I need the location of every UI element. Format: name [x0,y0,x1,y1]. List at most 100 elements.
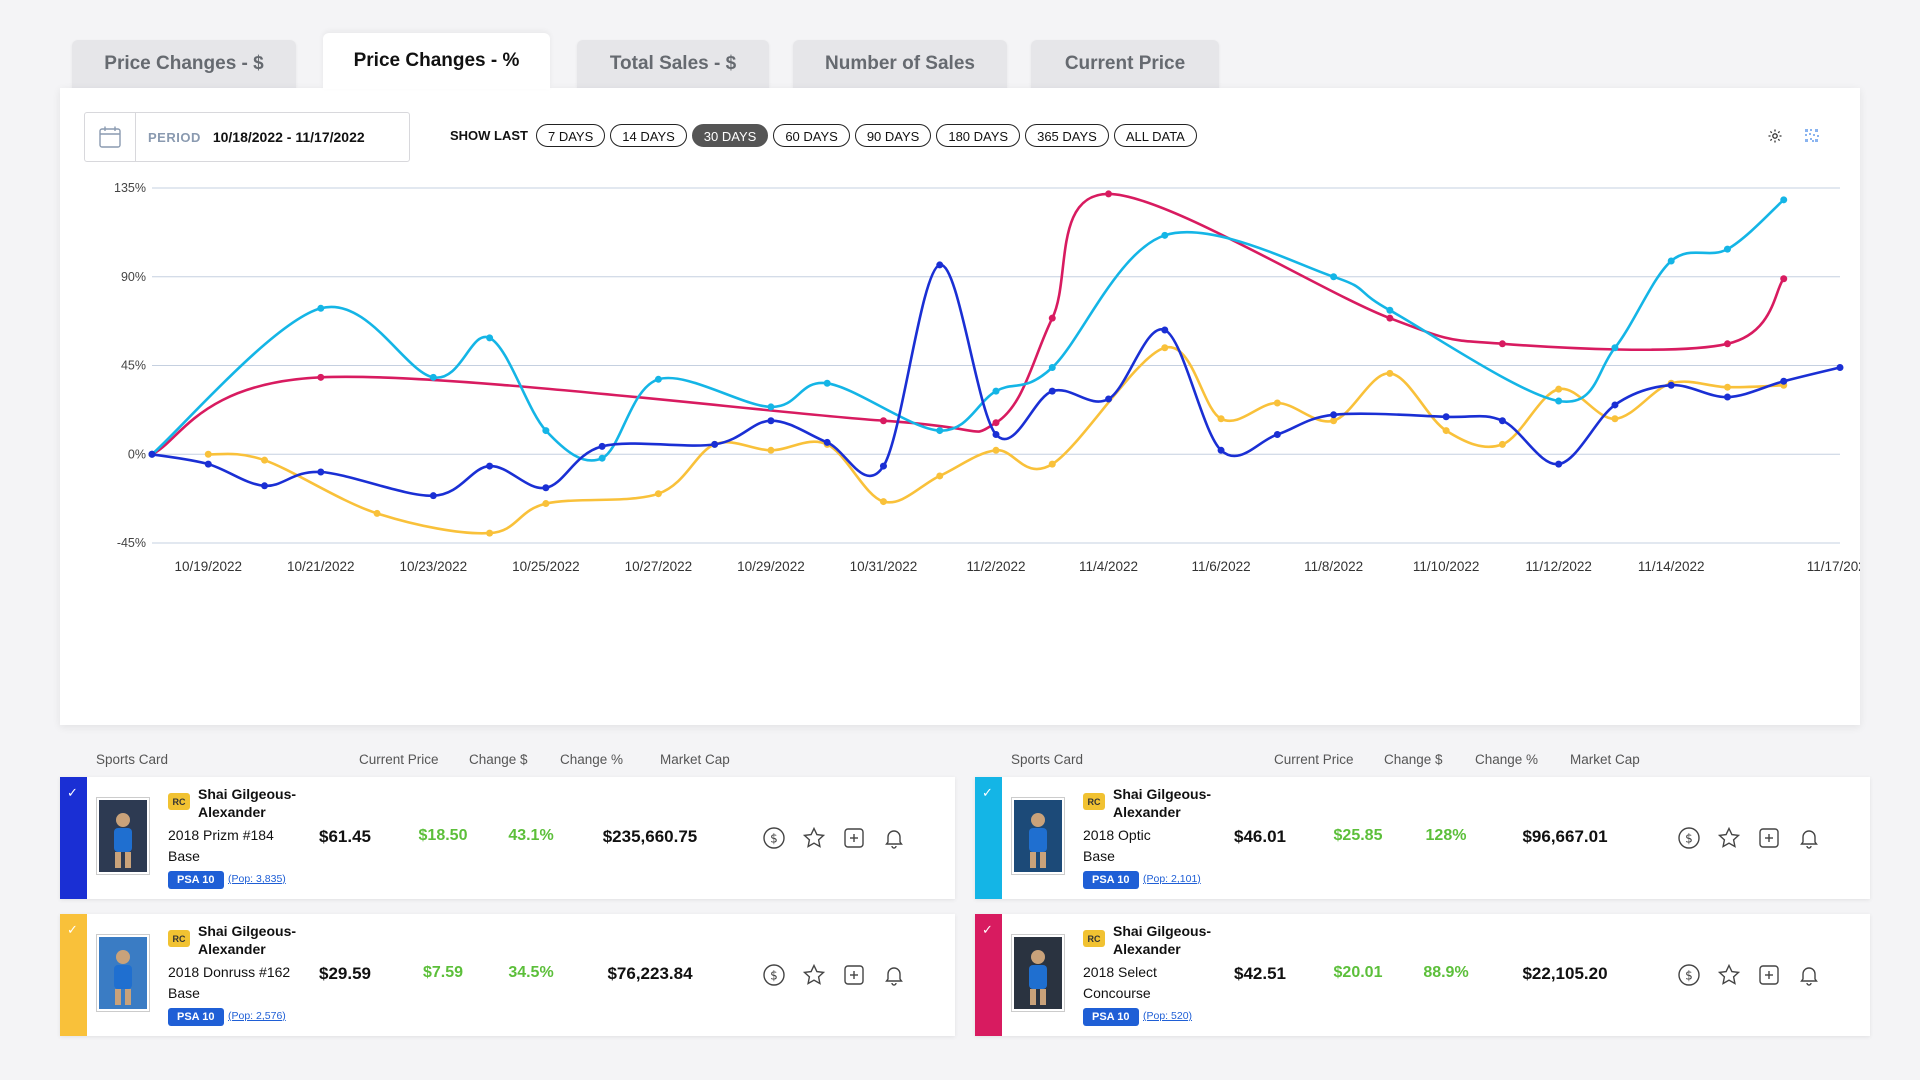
data-point[interactable] [1667,381,1675,389]
data-point[interactable] [204,460,212,468]
data-point[interactable] [1048,460,1056,468]
star-icon[interactable] [1717,963,1741,987]
dollar-circle-icon[interactable]: $ [1677,826,1701,850]
add-square-icon[interactable] [842,826,866,850]
star-icon[interactable] [1717,826,1741,850]
player-name[interactable]: Shai Gilgeous-Alexander [1113,786,1212,820]
star-icon[interactable] [802,963,826,987]
data-point[interactable] [1273,431,1281,439]
data-point[interactable] [1386,314,1394,322]
data-point[interactable] [1780,275,1788,283]
data-point[interactable] [992,431,1000,439]
data-point[interactable] [1611,415,1619,423]
data-point[interactable] [1611,344,1619,352]
card-row[interactable]: ✓ RC Shai Gilgeous-Alexander 2018 Donruss #… [60,914,955,1036]
card-row[interactable]: ✓ RC Shai Gilgeous-Alexander 2018 Prizm #18… [60,777,955,899]
range-button[interactable]: 30 DAYS [691,124,769,147]
data-point[interactable] [1161,231,1169,239]
data-point[interactable] [429,373,437,381]
data-point[interactable] [767,403,775,411]
data-point[interactable] [1667,257,1675,265]
tab-price-changes-percent[interactable]: Price Changes - % [323,33,550,89]
data-point[interactable] [486,334,494,342]
add-square-icon[interactable] [1757,963,1781,987]
data-point[interactable] [1611,401,1619,409]
data-point[interactable] [1555,385,1563,393]
data-point[interactable] [317,468,325,476]
period-picker[interactable]: PERIOD 10/18/2022 - 11/17/2022 [84,112,410,162]
data-point[interactable] [317,373,325,381]
data-point[interactable] [148,450,156,458]
card-thumbnail[interactable] [96,934,150,1012]
add-square-icon[interactable] [842,963,866,987]
series-color-stripe[interactable]: ✓ [60,777,87,899]
card-thumbnail[interactable] [1011,934,1065,1012]
data-point[interactable] [936,261,944,269]
data-point[interactable] [1836,363,1844,371]
data-point[interactable] [1273,399,1281,407]
data-point[interactable] [204,450,212,458]
data-point[interactable] [767,417,775,425]
data-point[interactable] [1217,446,1225,454]
data-point[interactable] [1330,273,1338,281]
card-row[interactable]: ✓ RC Shai Gilgeous-Alexander 2018 Optic Base… [975,777,1870,899]
bell-icon[interactable] [1797,963,1821,987]
data-point[interactable] [992,387,1000,395]
range-button[interactable]: 7 DAYS [536,124,606,147]
star-icon[interactable] [802,826,826,850]
data-point[interactable] [1498,440,1506,448]
data-point[interactable] [936,472,944,480]
data-point[interactable] [1498,417,1506,425]
data-point[interactable] [1386,369,1394,377]
data-point[interactable] [1780,196,1788,204]
data-point[interactable] [1780,377,1788,385]
check-icon[interactable]: ✓ [982,785,993,800]
data-point[interactable] [261,456,269,464]
check-icon[interactable]: ✓ [982,922,993,937]
data-point[interactable] [823,379,831,387]
data-point[interactable] [373,509,381,517]
dollar-circle-icon[interactable]: $ [762,963,786,987]
series-line[interactable] [151,192,1785,456]
data-point[interactable] [261,482,269,490]
dollar-circle-icon[interactable]: $ [762,826,786,850]
series-color-stripe[interactable]: ✓ [975,914,1002,1036]
data-point[interactable] [1105,395,1113,403]
data-point[interactable] [1723,383,1731,391]
player-name[interactable]: Shai Gilgeous-Alexander [1113,923,1212,957]
data-point[interactable] [542,500,550,508]
data-point[interactable] [1723,340,1731,348]
tab-total-sales[interactable]: Total Sales - $ [577,40,769,88]
data-point[interactable] [1723,245,1731,253]
data-point[interactable] [879,417,887,425]
qr-grid-icon[interactable] [1804,128,1820,144]
data-point[interactable] [992,446,1000,454]
data-point[interactable] [598,442,606,450]
data-point[interactable] [1161,344,1169,352]
range-button[interactable]: 90 DAYS [854,124,932,147]
data-point[interactable] [1105,190,1113,198]
check-icon[interactable]: ✓ [67,785,78,800]
series-line[interactable] [151,263,1841,498]
data-point[interactable] [1048,314,1056,322]
data-point[interactable] [711,440,719,448]
data-point[interactable] [767,446,775,454]
data-point[interactable] [429,492,437,500]
series-line[interactable] [151,198,1785,462]
range-button[interactable]: 14 DAYS [610,124,687,147]
data-point[interactable] [486,529,494,537]
data-point[interactable] [1048,387,1056,395]
data-point[interactable] [1330,411,1338,419]
data-point[interactable] [1217,415,1225,423]
data-point[interactable] [1723,393,1731,401]
data-point[interactable] [1161,326,1169,334]
card-thumbnail[interactable] [1011,797,1065,875]
data-point[interactable] [879,498,887,506]
player-name[interactable]: Shai Gilgeous-Alexander [198,923,297,957]
calendar-icon[interactable] [85,113,136,161]
data-point[interactable] [542,427,550,435]
tab-current-price[interactable]: Current Price [1031,40,1219,88]
player-name[interactable]: Shai Gilgeous-Alexander [198,786,297,820]
data-point[interactable] [879,462,887,470]
data-point[interactable] [1330,417,1338,425]
